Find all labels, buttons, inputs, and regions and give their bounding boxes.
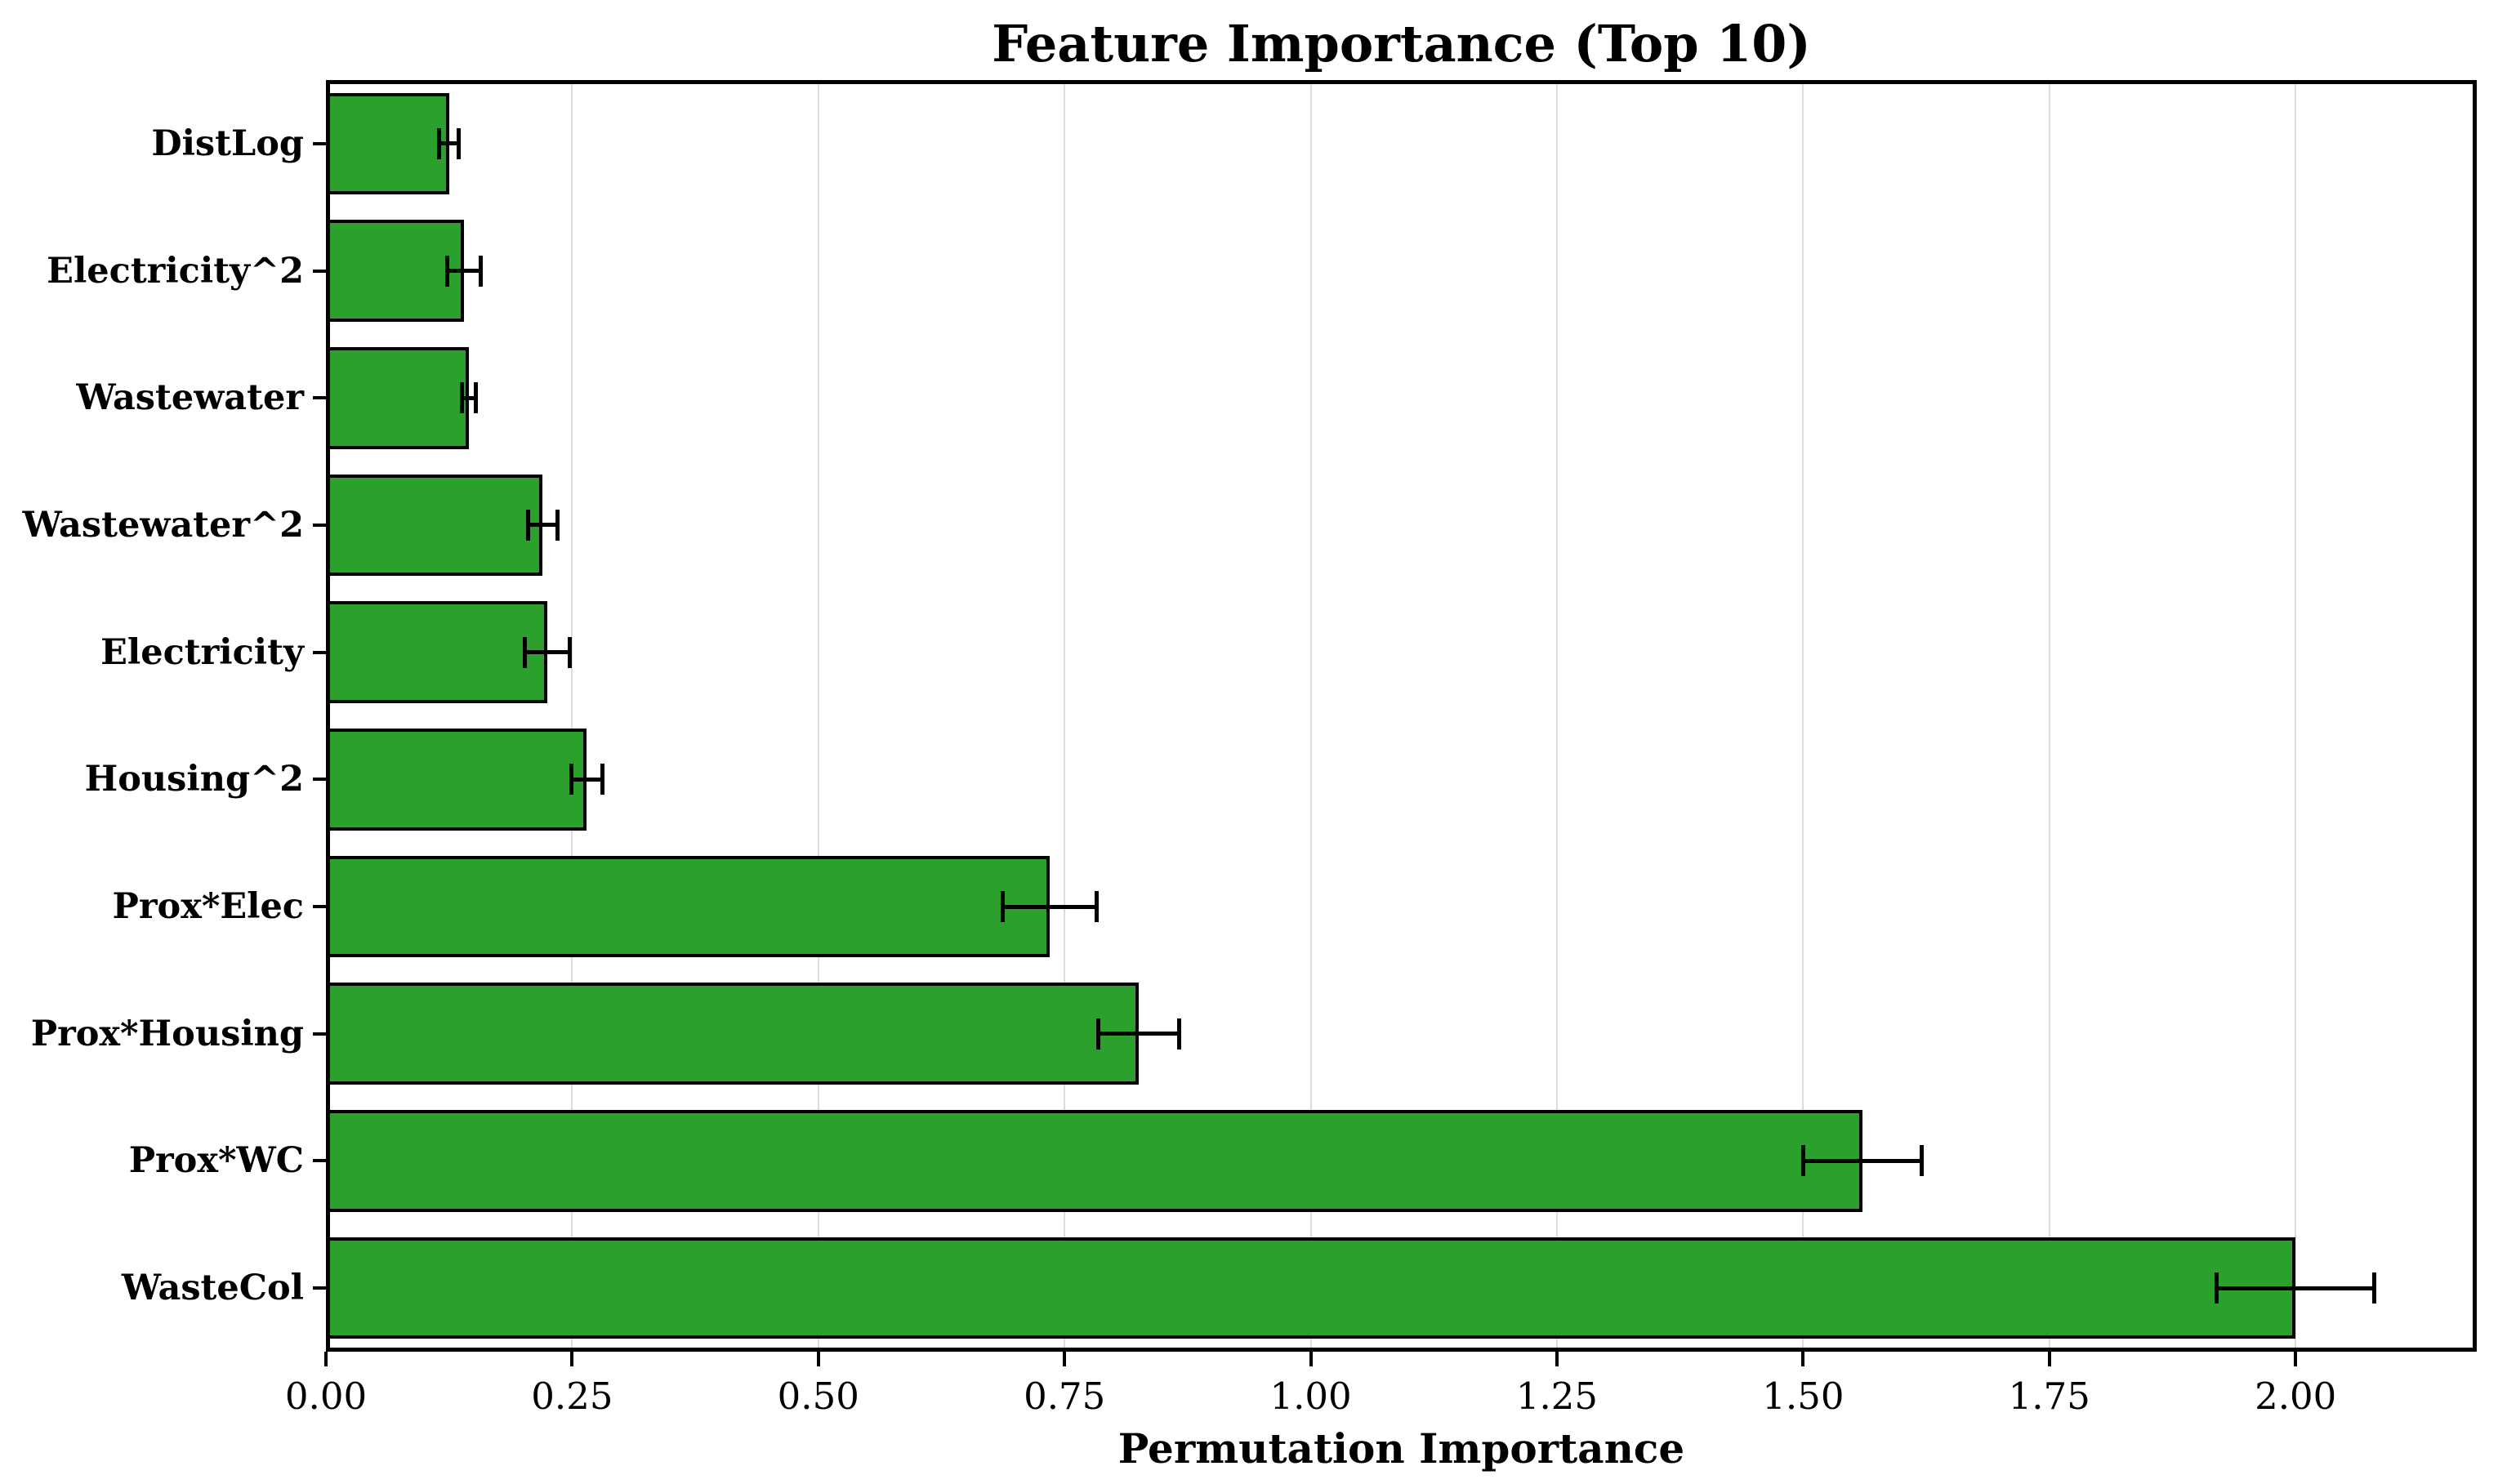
x-tick-label: 1.25: [1515, 1374, 1599, 1418]
x-tick: [1555, 1352, 1559, 1366]
y-axis-label-wastewater-2: Wastewater^2: [22, 504, 304, 546]
error-bar-cap: [459, 382, 464, 414]
x-tick: [816, 1352, 820, 1366]
bar-prox-housing: [326, 983, 1139, 1085]
y-tick: [313, 269, 326, 273]
gridline: [2048, 80, 2050, 1352]
plot-area: [326, 80, 2477, 1352]
error-bar-cap: [600, 764, 605, 795]
gridline: [1802, 80, 1804, 1352]
error-bar-cap: [523, 636, 528, 668]
error-bar-wastecol: [2216, 1286, 2375, 1290]
bar-electricity-2: [326, 220, 464, 322]
error-bar-housing-2: [571, 777, 603, 782]
x-tick: [570, 1352, 574, 1366]
bar-wastewater: [326, 346, 469, 449]
y-tick: [313, 778, 326, 782]
gridline: [1309, 80, 1312, 1352]
error-bar-wastewater: [462, 395, 476, 400]
error-bar-cap: [1919, 1145, 1924, 1177]
x-tick: [2047, 1352, 2051, 1366]
gridline: [817, 80, 819, 1352]
y-axis-label-prox-housing: Prox*Housing: [30, 1013, 304, 1054]
y-axis-label-wastecol: WasteCol: [121, 1268, 304, 1309]
y-axis-label-prox-wc: Prox*WC: [128, 1140, 304, 1182]
error-bar-cap: [1800, 1145, 1805, 1177]
error-bar-cap: [555, 509, 560, 541]
x-tick: [1801, 1352, 1805, 1366]
x-tick: [324, 1352, 328, 1366]
x-tick-label: 1.00: [1269, 1374, 1352, 1418]
error-bar-prox-housing: [1098, 1032, 1180, 1036]
chart-title: Feature Importance (Top 10): [992, 13, 1811, 74]
error-bar-cap: [444, 255, 449, 287]
y-axis-label-distlog: DistLog: [151, 123, 304, 164]
bar-prox-wc: [326, 1110, 1862, 1212]
error-bar-cap: [2372, 1272, 2377, 1304]
error-bar-cap: [473, 382, 478, 414]
error-bar-cap: [2215, 1272, 2219, 1304]
error-bar-electricity: [524, 650, 570, 655]
y-axis-label-housing-2: Housing^2: [84, 759, 304, 800]
x-tick-label: 0.25: [531, 1374, 613, 1418]
x-tick-label: 0.75: [1024, 1374, 1106, 1418]
y-axis-label-prox-elec: Prox*Elec: [112, 886, 304, 928]
y-axis-label-electricity-2: Electricity^2: [47, 250, 304, 292]
x-tick-label: 0.00: [284, 1374, 368, 1418]
x-tick-label: 1.50: [1762, 1374, 1845, 1418]
x-tick-label: 1.75: [2008, 1374, 2090, 1418]
y-tick: [313, 650, 326, 654]
gridline: [571, 80, 573, 1352]
error-bar-distlog: [439, 141, 459, 146]
error-bar-cap: [457, 127, 462, 159]
y-tick: [313, 523, 326, 527]
error-bar-cap: [1095, 1018, 1100, 1049]
error-bar-cap: [569, 764, 573, 795]
y-tick: [313, 396, 326, 400]
error-bar-wastewater-2: [528, 523, 558, 528]
error-bar-cap: [1176, 1018, 1181, 1049]
error-bar-cap: [1000, 891, 1005, 923]
error-bar-prox-wc: [1803, 1158, 1922, 1163]
bar-housing-2: [326, 729, 587, 831]
error-bar-electricity-2: [447, 269, 481, 274]
y-tick: [313, 1032, 326, 1036]
bar-prox-elec: [326, 855, 1050, 958]
gridline: [1555, 80, 1558, 1352]
gridline: [2295, 80, 2297, 1352]
y-tick: [313, 1286, 326, 1290]
error-bar-cap: [568, 636, 573, 668]
x-tick-label: 0.50: [777, 1374, 859, 1418]
y-axis-label-electricity: Electricity: [100, 631, 304, 673]
y-tick: [313, 1159, 326, 1163]
gridline: [1064, 80, 1066, 1352]
error-bar-cap: [437, 127, 442, 159]
error-bar-cap: [478, 255, 483, 287]
error-bar-cap: [525, 509, 530, 541]
x-tick-label: 2.00: [2255, 1374, 2337, 1418]
error-bar-prox-elec: [1002, 904, 1097, 909]
y-tick: [313, 141, 326, 145]
x-tick: [1063, 1352, 1067, 1366]
bar-electricity: [326, 601, 548, 703]
bar-distlog: [326, 92, 449, 195]
x-tick: [1309, 1352, 1313, 1366]
x-axis-label: Permutation Importance: [1117, 1424, 1685, 1473]
x-tick: [2294, 1352, 2298, 1366]
bar-wastecol: [326, 1237, 2296, 1339]
y-axis-label-wastewater: Wastewater: [76, 377, 304, 419]
y-tick: [313, 905, 326, 909]
error-bar-cap: [1095, 891, 1100, 923]
bar-wastewater-2: [326, 474, 543, 577]
